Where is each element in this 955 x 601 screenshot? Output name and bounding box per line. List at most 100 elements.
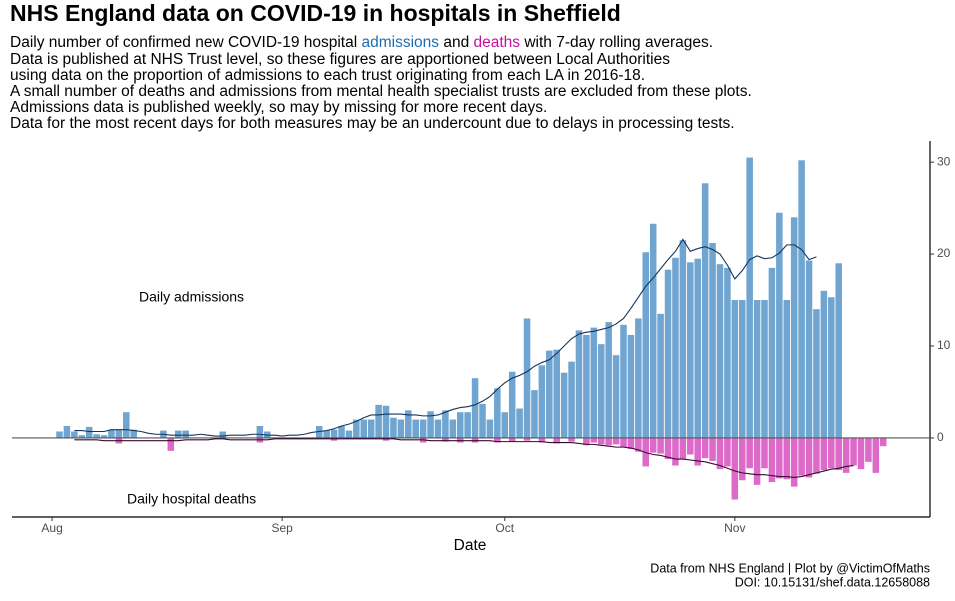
bar bbox=[93, 434, 100, 438]
bar bbox=[620, 324, 627, 438]
y-tick-label: 20 bbox=[937, 246, 951, 260]
bar bbox=[560, 372, 568, 438]
bar bbox=[427, 411, 434, 438]
bar bbox=[85, 426, 93, 438]
subtitle-part: and bbox=[439, 34, 473, 51]
bar bbox=[783, 437, 791, 480]
bar bbox=[828, 297, 835, 438]
bar bbox=[471, 378, 479, 438]
caption: Data from NHS England | Plot by @VictimO… bbox=[650, 561, 930, 575]
bar bbox=[167, 437, 175, 451]
x-tick-label: Aug bbox=[41, 521, 62, 535]
bar bbox=[664, 269, 672, 438]
bar bbox=[820, 437, 828, 471]
bar bbox=[627, 437, 635, 449]
bar bbox=[486, 419, 494, 438]
y-tick-label: 0 bbox=[937, 430, 944, 444]
bar bbox=[687, 437, 694, 455]
bar bbox=[583, 437, 590, 446]
bar bbox=[813, 437, 820, 474]
bar bbox=[367, 419, 375, 438]
bar bbox=[790, 217, 798, 438]
bar bbox=[590, 327, 598, 438]
bar bbox=[635, 318, 642, 438]
bar bbox=[605, 437, 612, 446]
subtitle-part: Daily number of confirmed new COVID-19 h… bbox=[10, 34, 361, 51]
bar bbox=[523, 318, 531, 438]
bar bbox=[360, 419, 368, 438]
bar bbox=[449, 419, 457, 438]
bar bbox=[412, 419, 419, 438]
bar bbox=[538, 365, 546, 438]
bar bbox=[71, 431, 78, 438]
bar bbox=[716, 264, 724, 438]
bar bbox=[694, 258, 701, 438]
bar bbox=[553, 437, 560, 444]
bar bbox=[835, 263, 842, 438]
bar bbox=[798, 160, 805, 438]
bar bbox=[612, 437, 620, 445]
bar bbox=[694, 437, 701, 466]
subtitle: Daily number of confirmed new COVID-19 h… bbox=[10, 34, 713, 51]
bar bbox=[753, 300, 761, 438]
bar bbox=[330, 429, 338, 438]
bar bbox=[768, 267, 776, 438]
bar bbox=[657, 437, 664, 454]
bar bbox=[464, 412, 471, 438]
subtitle-part: with 7-day rolling averages. bbox=[520, 34, 713, 51]
bar bbox=[679, 240, 687, 438]
bar bbox=[649, 223, 657, 438]
bar bbox=[738, 300, 746, 438]
annotation: Daily hospital deaths bbox=[127, 491, 256, 507]
bar bbox=[397, 419, 405, 438]
bar bbox=[442, 410, 449, 438]
bar bbox=[115, 429, 123, 438]
bar bbox=[746, 157, 753, 438]
bar bbox=[879, 437, 887, 447]
bar bbox=[382, 405, 390, 438]
bar bbox=[783, 300, 791, 438]
bar bbox=[687, 262, 694, 438]
bar bbox=[508, 437, 516, 442]
bar bbox=[865, 437, 872, 462]
bar bbox=[672, 257, 679, 438]
bar bbox=[776, 437, 783, 479]
bar bbox=[174, 430, 182, 438]
subtitle: Data is published at NHS Trust level, so… bbox=[10, 51, 670, 68]
bar bbox=[635, 437, 642, 452]
bar bbox=[456, 412, 464, 438]
y-tick-label: 10 bbox=[937, 338, 951, 352]
bar bbox=[108, 429, 115, 438]
bar bbox=[575, 330, 583, 438]
bar bbox=[805, 437, 813, 478]
x-tick-label: Oct bbox=[495, 521, 514, 535]
bar bbox=[664, 437, 672, 460]
bar bbox=[256, 425, 264, 438]
subtitle-part: deaths bbox=[474, 34, 521, 51]
bar bbox=[738, 437, 746, 481]
bar bbox=[709, 243, 716, 438]
bar bbox=[494, 437, 501, 443]
bar bbox=[479, 403, 486, 438]
bar bbox=[78, 435, 86, 438]
chart-title: NHS England data on COVID-19 in hospital… bbox=[10, 0, 621, 26]
bar bbox=[568, 361, 575, 438]
bar bbox=[405, 410, 412, 438]
x-axis-title: Date bbox=[454, 537, 487, 554]
rolling-average-line bbox=[74, 238, 817, 437]
caption: DOI: 10.15131/shef.data.12658088 bbox=[735, 575, 930, 589]
bar bbox=[746, 437, 753, 469]
bar bbox=[100, 435, 108, 438]
subtitle: A small number of deaths and admissions … bbox=[10, 83, 752, 100]
bar bbox=[612, 355, 620, 438]
bar bbox=[353, 419, 360, 438]
bar bbox=[731, 437, 739, 500]
bar bbox=[828, 437, 835, 469]
bar bbox=[761, 437, 768, 469]
bar bbox=[63, 425, 71, 438]
y-tick-label: 30 bbox=[937, 154, 951, 168]
bar bbox=[701, 183, 709, 438]
bar bbox=[761, 300, 768, 438]
bar bbox=[546, 350, 553, 438]
